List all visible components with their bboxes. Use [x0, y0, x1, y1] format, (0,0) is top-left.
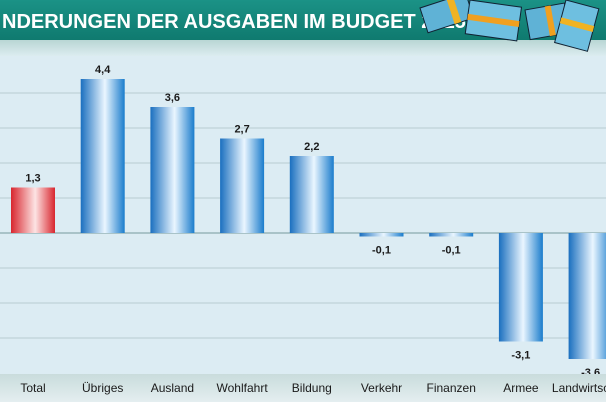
- data-label: -0,1: [372, 245, 391, 257]
- header-shadow-band: [0, 40, 606, 56]
- category-label: Ausland: [151, 381, 194, 395]
- bar-total: [11, 187, 55, 233]
- bar-bildung: [289, 156, 334, 233]
- category-band: [0, 374, 606, 402]
- data-label: 1,3: [25, 173, 40, 185]
- category-label: Wohlfahrt: [217, 381, 269, 395]
- data-label: 2,2: [304, 141, 319, 153]
- bar-übriges: [80, 79, 125, 233]
- category-labels: Total Übriges Ausland Wohlfahrt Bildung Verke…: [20, 381, 606, 395]
- bar-wohlfahrt: [220, 138, 265, 233]
- category-label: Verkehr: [361, 381, 402, 395]
- data-label: 3,6: [165, 92, 180, 104]
- chart-title: NDERUNGEN DER AUSGABEN IM BUDGET 2015: [2, 11, 466, 33]
- bar-finanzen: [429, 233, 474, 237]
- money-bundles-illustration: [419, 0, 600, 52]
- bar-verkehr: [359, 233, 404, 237]
- category-label: Bildung: [292, 381, 332, 395]
- category-label: Finanzen: [427, 381, 476, 395]
- data-label: 2,7: [234, 124, 249, 136]
- category-label: Übriges: [82, 381, 123, 395]
- data-label: -0,1: [442, 245, 461, 257]
- bar-ausland: [150, 107, 195, 233]
- bar-armee: [498, 233, 543, 342]
- bars: 1,34,43,62,72,2-0,1 -0,1-3,1-3,6: [11, 64, 606, 379]
- data-label: -3,1: [511, 350, 530, 362]
- category-label: Landwirtschaft: [552, 381, 606, 395]
- category-label: Total: [20, 381, 45, 395]
- bar-landwirtschaft: [568, 233, 606, 359]
- category-label: Armee: [503, 381, 539, 395]
- data-label: 4,4: [95, 64, 111, 76]
